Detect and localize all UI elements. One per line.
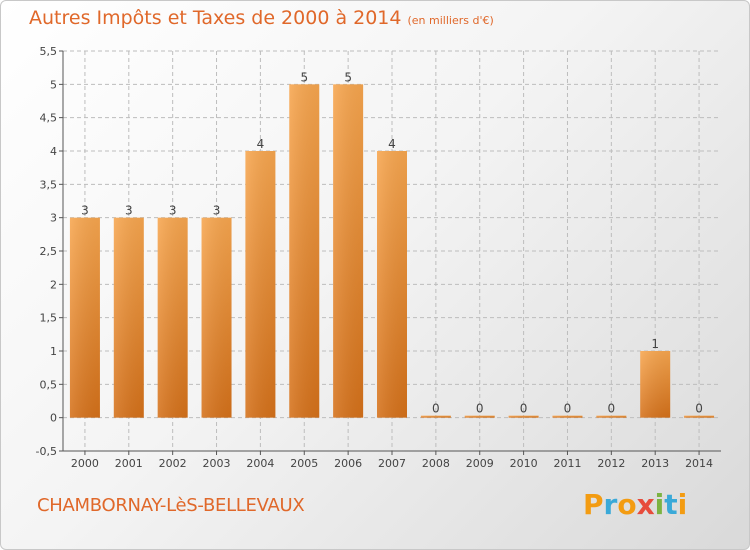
value-label: 0 bbox=[564, 402, 572, 416]
bar-shade bbox=[377, 151, 407, 418]
x-tick-label: 2003 bbox=[203, 457, 231, 470]
value-label: 3 bbox=[169, 204, 177, 218]
value-label: 3 bbox=[125, 204, 133, 218]
logo-letter: P bbox=[583, 488, 604, 521]
bar-shade bbox=[69, 217, 100, 418]
x-tick-label: 2000 bbox=[71, 457, 99, 470]
logo-letter: x bbox=[636, 488, 655, 521]
y-tick-label: 5 bbox=[50, 78, 57, 91]
value-label: 4 bbox=[257, 137, 265, 151]
y-tick-label: 2 bbox=[50, 278, 57, 291]
y-tick-label: 1,5 bbox=[40, 312, 58, 325]
value-label: 5 bbox=[344, 70, 352, 84]
y-tick-label: 4,5 bbox=[40, 112, 58, 125]
bar-shade bbox=[201, 217, 232, 418]
chart-title-text: Autres Impôts et Taxes de 2000 à 2014 bbox=[29, 7, 402, 29]
x-tick-label: 2009 bbox=[466, 457, 494, 470]
bar-shade bbox=[596, 415, 627, 418]
bar-shade bbox=[113, 217, 144, 418]
logo-letter: t bbox=[664, 488, 678, 521]
y-tick-label: 3 bbox=[50, 212, 57, 225]
labels: -0,5 0 0,5 1 1,5 2 2,5 3 3,5 4 4,5 5 5,5 3 2000 3 2001 3 2… bbox=[36, 45, 714, 470]
bars bbox=[69, 84, 715, 418]
y-tick-label: 3,5 bbox=[40, 178, 58, 191]
y-tick-label: 1 bbox=[50, 345, 57, 358]
value-label: 0 bbox=[476, 402, 484, 416]
bar-shade bbox=[508, 415, 539, 418]
bar-shade bbox=[552, 415, 583, 418]
logo-letter: i bbox=[654, 488, 665, 521]
value-label: 0 bbox=[695, 402, 703, 416]
value-label: 0 bbox=[520, 402, 528, 416]
value-label: 4 bbox=[388, 137, 396, 151]
x-tick-label: 2014 bbox=[685, 457, 713, 470]
y-tick-label: 5,5 bbox=[40, 45, 58, 58]
place-name: CHAMBORNAY-LèS-BELLEVAUX bbox=[37, 495, 305, 516]
y-tick-label: 0 bbox=[50, 412, 57, 425]
x-tick-label: 2004 bbox=[246, 457, 274, 470]
x-tick-label: 2010 bbox=[510, 457, 538, 470]
y-tick-label: 2,5 bbox=[40, 245, 58, 258]
chart-subtitle: (en milliers d'€) bbox=[407, 14, 494, 27]
bar-shade bbox=[640, 351, 671, 418]
y-tick-label: -0,5 bbox=[36, 445, 57, 458]
bar-shade bbox=[245, 151, 276, 418]
value-label: 0 bbox=[432, 402, 440, 416]
bar-shade bbox=[289, 84, 320, 418]
logo-letter: i bbox=[677, 488, 688, 521]
value-label: 3 bbox=[81, 204, 89, 218]
chart-title: Autres Impôts et Taxes de 2000 à 2014 (en… bbox=[29, 7, 494, 29]
bar-shade bbox=[333, 84, 364, 418]
value-label: 0 bbox=[608, 402, 616, 416]
value-label: 3 bbox=[213, 204, 221, 218]
logo-letter: r bbox=[603, 488, 618, 521]
x-tick-label: 2005 bbox=[290, 457, 318, 470]
bar-shade bbox=[684, 415, 715, 418]
x-tick-label: 2012 bbox=[597, 457, 625, 470]
x-tick-label: 2011 bbox=[553, 457, 581, 470]
x-tick-label: 2007 bbox=[378, 457, 406, 470]
x-tick-label: 2006 bbox=[334, 457, 362, 470]
bar-shade bbox=[464, 415, 495, 418]
value-label: 1 bbox=[651, 337, 659, 351]
x-tick-label: 2013 bbox=[641, 457, 669, 470]
proxiti-logo: Proxiti bbox=[583, 488, 687, 521]
logo-letter: o bbox=[617, 488, 637, 521]
x-tick-label: 2001 bbox=[115, 457, 143, 470]
axes bbox=[59, 50, 721, 455]
x-tick-label: 2008 bbox=[422, 457, 450, 470]
bar-shade bbox=[420, 415, 451, 418]
y-tick-label: 0,5 bbox=[40, 378, 58, 391]
value-label: 5 bbox=[300, 70, 308, 84]
bar-shade bbox=[157, 217, 188, 418]
x-tick-label: 2002 bbox=[159, 457, 187, 470]
y-tick-label: 4 bbox=[50, 145, 57, 158]
